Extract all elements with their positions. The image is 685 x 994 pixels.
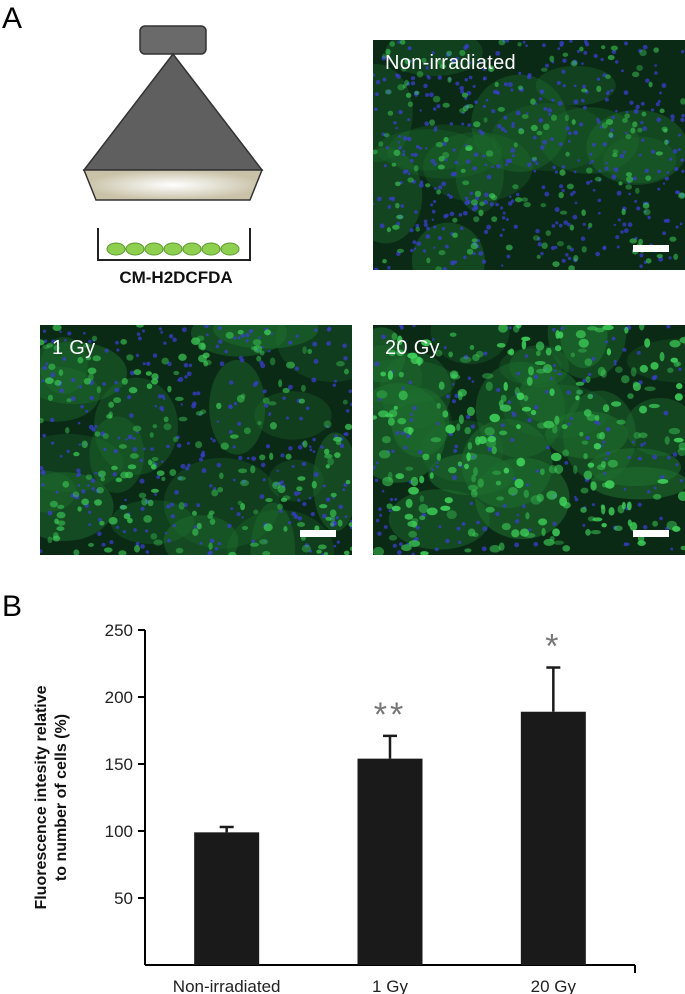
x-tick-label: Non-irradiated (173, 977, 281, 994)
dye-label: CM-H2DCFDA (119, 268, 233, 287)
micrograph-label: 20 Gy (385, 337, 440, 359)
nuclei (373, 325, 684, 555)
micrograph-1gy: 1 Gy (40, 325, 352, 555)
lamp-cone (82, 52, 264, 171)
y-tick-label: 50 (114, 889, 133, 908)
lamp-head (139, 25, 207, 55)
micrograph-20gy: 20 Gy (373, 325, 685, 555)
micrograph-label: 1 Gy (52, 337, 96, 359)
cell (201, 242, 221, 256)
x-tick-label: 1 Gy (372, 977, 408, 994)
significance-marker: * (545, 628, 561, 666)
y-tick-label: 200 (105, 688, 133, 707)
scale-bar (633, 245, 669, 252)
bar-chart: 50 100 150 200 250 Fluorescence intesity rela… (33, 621, 636, 994)
cell (144, 242, 164, 256)
y-tick-label: 250 (105, 621, 133, 640)
micrograph-label: Non-irradiated (385, 52, 516, 74)
lamp-light (82, 169, 264, 201)
culture-dish (97, 228, 251, 261)
x-tick-label: 20 Gy (531, 977, 577, 994)
lamp-schematic (82, 25, 264, 261)
significance-marker: ** (374, 696, 406, 734)
green-cells (373, 325, 685, 555)
micrograph-non-irradiated: Non-irradiated (373, 40, 685, 270)
cell (106, 242, 126, 256)
panel-b-letter: B (2, 590, 23, 623)
bar-20-gy (520, 711, 586, 965)
cell-layer (106, 242, 240, 256)
cell (182, 242, 202, 256)
bar-non-irradiated (194, 832, 260, 965)
cell (220, 242, 240, 256)
scale-bar (633, 530, 669, 537)
y-tick-label: 100 (105, 822, 133, 841)
fluorescent-region (373, 40, 685, 270)
panel-a-letter: A (2, 2, 23, 35)
y-tick-label: 150 (105, 755, 133, 774)
cell (125, 242, 145, 256)
nuclei (373, 40, 685, 270)
nuclei (40, 325, 352, 555)
bar-1-gy (357, 758, 423, 965)
green-cells (40, 325, 352, 555)
scale-bar (300, 530, 336, 537)
green-cells (373, 40, 685, 270)
y-axis-label: Fluorescence intesity relative to number … (33, 685, 70, 909)
cell (163, 242, 183, 256)
